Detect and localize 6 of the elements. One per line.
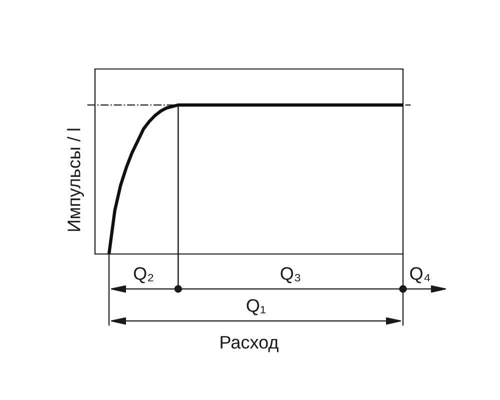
y-axis-title: Импульсы / l <box>67 128 84 231</box>
text: Q₂ <box>134 267 154 284</box>
text: Q₄ <box>410 267 430 284</box>
text: Q₃ <box>280 267 300 284</box>
x-axis-title: Расход <box>220 336 278 352</box>
text: Q₁ <box>246 299 266 316</box>
